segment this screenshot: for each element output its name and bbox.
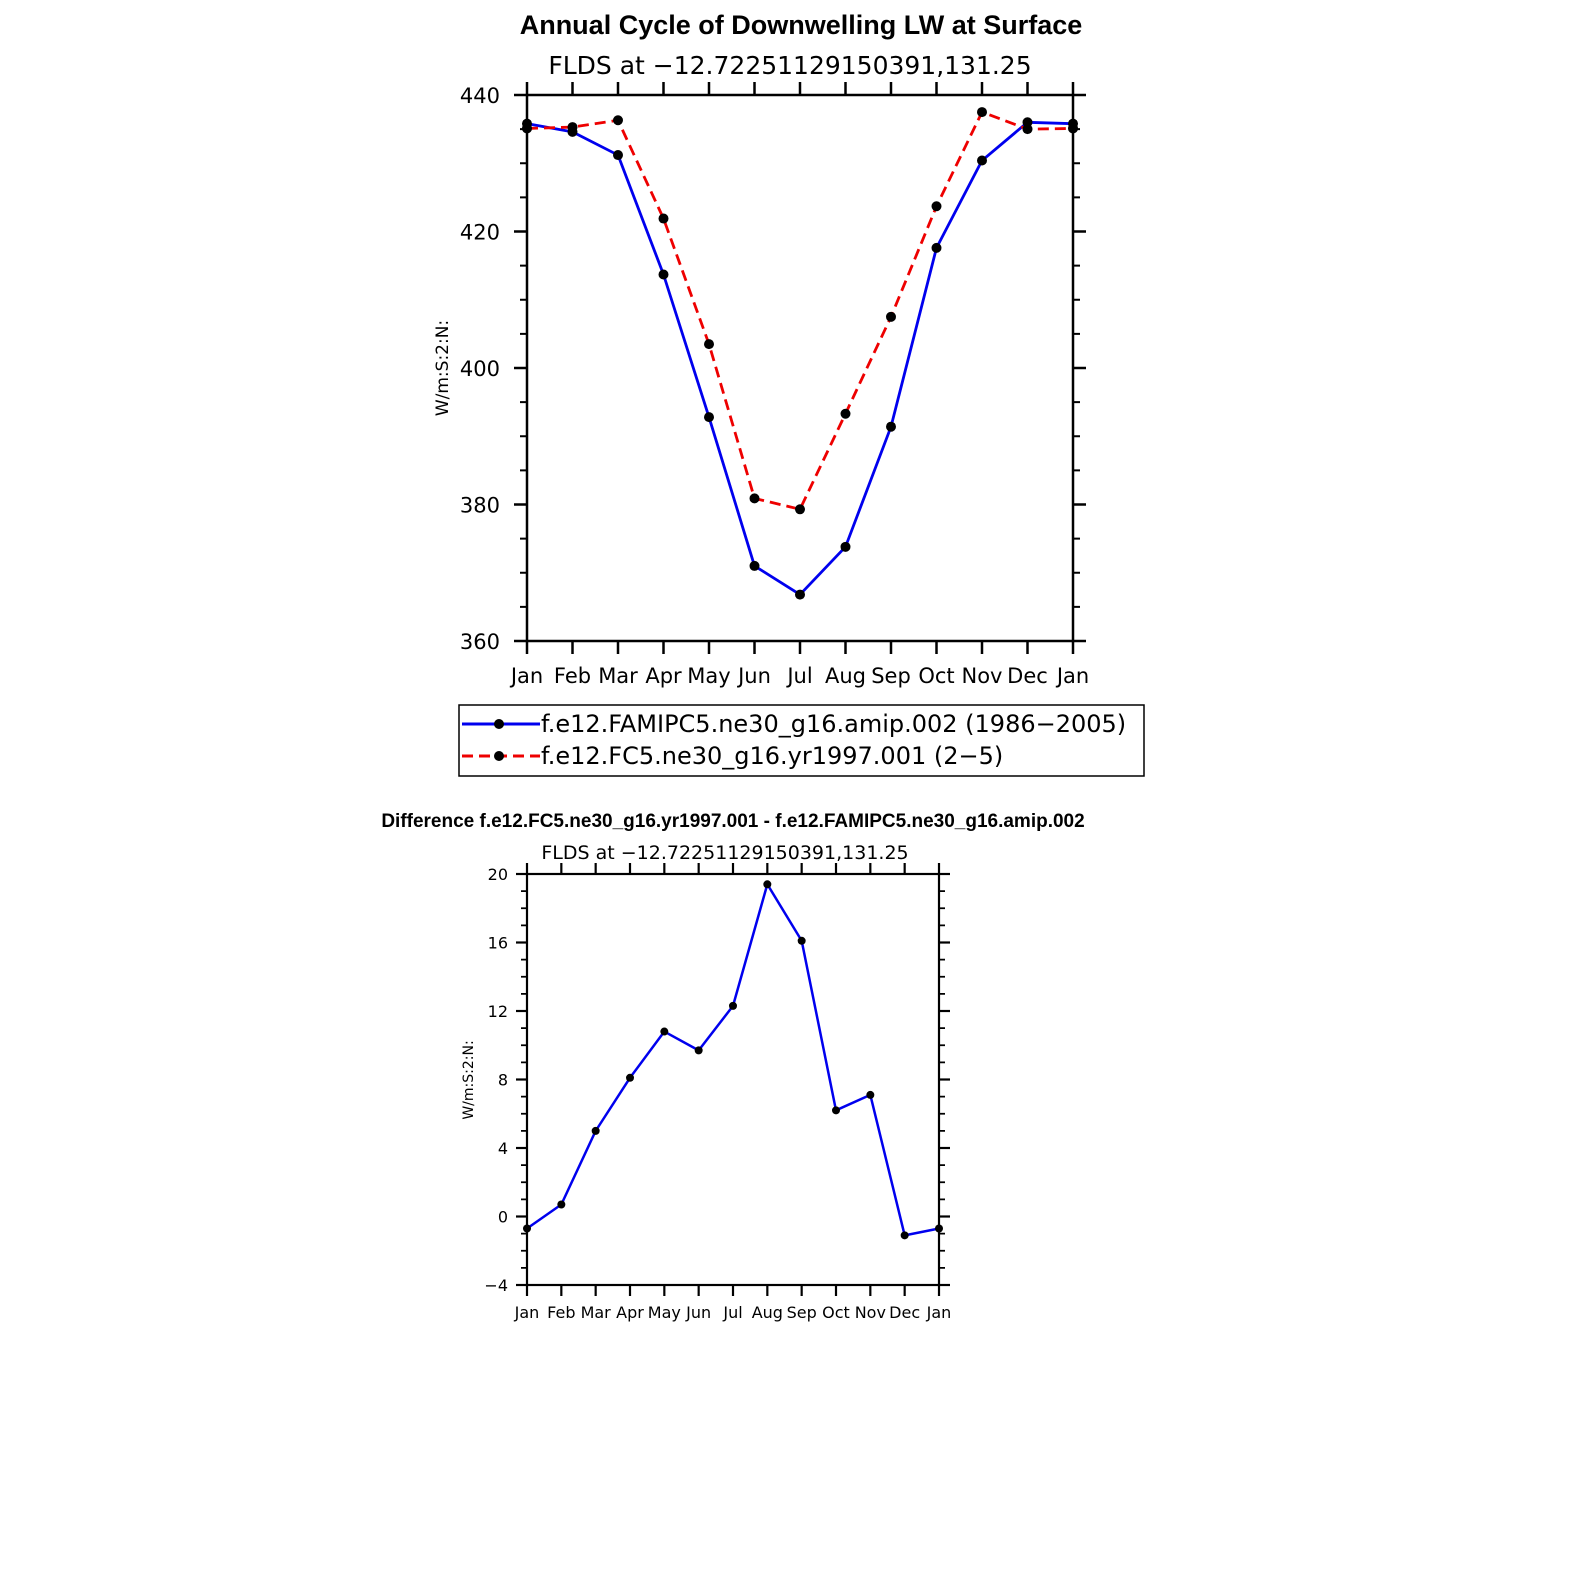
chart1-xtick-label: Apr <box>645 664 682 688</box>
chart2-xtick-label: Aug <box>752 1303 783 1322</box>
chart2-series-1-point <box>866 1090 875 1099</box>
chart1-series-2-point <box>704 339 714 350</box>
chart1-ytick-label: 380 <box>460 494 500 518</box>
chart2-series-1-point <box>729 1001 737 1010</box>
chart1-series-2-point <box>658 213 669 224</box>
chart1-series-1-point <box>613 150 623 161</box>
chart2-series-1-point <box>935 1224 943 1233</box>
chart2-xtick-label: May <box>648 1303 681 1322</box>
chart2-series-1-point <box>900 1231 909 1240</box>
chart1-xtick-label: May <box>687 664 730 688</box>
chart1-ytick-label: 420 <box>460 221 500 245</box>
chart1-series-2-point <box>1068 123 1078 134</box>
chart1-series-1-point <box>931 242 942 253</box>
chart1-xtick-label: Feb <box>554 664 591 688</box>
chart1-series-2-point <box>749 493 760 504</box>
chart1-xtick-label: Dec <box>1007 664 1048 688</box>
chart2-xtick-label: Feb <box>547 1303 575 1322</box>
chart2-xtick-label: Oct <box>822 1303 850 1322</box>
chart2-series-1-point <box>523 1224 531 1233</box>
chart2-series-1-point <box>832 1106 840 1115</box>
chart2-frame <box>525 872 941 1287</box>
legend-label-2: f.e12.FC5.ne30_g16.yr1997.001 (2−5) <box>541 742 1003 770</box>
chart1-xtick-label: Jan <box>1055 664 1089 688</box>
chart1-series-2-point <box>522 123 532 134</box>
chart2-ytick-label: 12 <box>488 1002 508 1021</box>
chart2-xtick-label: Nov <box>855 1303 886 1322</box>
chart1-ytick-label: 440 <box>460 84 500 108</box>
chart1-ylabel: W/m:S:2:N: <box>433 320 453 416</box>
chart2-xtick-label: Jan <box>926 1303 952 1322</box>
legend-label-1: f.e12.FAMIPC5.ne30_g16.amip.002 (1986−20… <box>541 710 1126 738</box>
chart2-xtick-label: Jan <box>514 1303 540 1322</box>
chart2-subtitle: FLDS at −12.72251129150391,131.25 <box>541 842 908 864</box>
chart1-frame <box>525 93 1075 643</box>
chart1-series-1-point <box>749 560 760 571</box>
chart2-ytick-label: 0 <box>498 1208 508 1227</box>
chart1-ytick-label: 400 <box>460 357 500 381</box>
chart2-xtick-label: Jul <box>722 1303 742 1322</box>
chart1-xtick-label: Oct <box>918 664 954 688</box>
chart2-series-1-line <box>526 883 940 1237</box>
chart1-series-2-point <box>613 115 623 126</box>
chart1-xtick-label: Jul <box>785 664 812 688</box>
chart2-xtick-label: Mar <box>581 1303 612 1322</box>
chart2-series-1-point <box>557 1200 566 1209</box>
chart2-series-1-point <box>626 1073 634 1082</box>
chart2-ylabel: W/m:S:2:N: <box>461 1040 477 1119</box>
chart2-ytick-label: 4 <box>498 1139 508 1158</box>
chart2-ytick-label: 16 <box>488 934 508 953</box>
chart1-legend: f.e12.FAMIPC5.ne30_g16.amip.002 (1986−20… <box>458 704 1145 777</box>
chart1-series-2-point <box>977 107 987 118</box>
chart1-series-2-line <box>526 110 1074 511</box>
chart2-xtick-label: Apr <box>616 1303 644 1322</box>
chart1-xtick-label: Mar <box>598 664 638 688</box>
chart1-ytick-label: 360 <box>460 630 500 654</box>
chart2-ytick-label: −4 <box>484 1276 508 1295</box>
chart1-xtick-label: Aug <box>825 664 866 688</box>
chart2-series-1-point <box>797 936 806 945</box>
chart2-series-1-point <box>591 1126 600 1135</box>
chart1-series-2-point <box>886 311 896 322</box>
chart1-title: Annual Cycle of Downwelling LW at Surfac… <box>520 10 1083 40</box>
chart2-ytick-label: 8 <box>498 1071 508 1090</box>
chart1-xtick-label: Sep <box>871 664 911 688</box>
chart1-series-1-point <box>840 541 851 552</box>
chart2-xtick-label: Jun <box>685 1303 711 1322</box>
chart2-ytick-label: 20 <box>488 865 508 884</box>
legend-box <box>458 704 1145 777</box>
chart2-xtick-label: Dec <box>889 1303 920 1322</box>
chart1-series-1-line <box>526 120 1074 596</box>
chart2-xtick-label: Sep <box>787 1303 817 1322</box>
chart1-series-1-point <box>886 421 896 432</box>
chart1-xtick-label: Nov <box>962 664 1003 688</box>
chart1-series-2-point <box>795 504 805 515</box>
chart2-series-1-point <box>763 880 772 889</box>
legend-marker-1 <box>494 719 504 729</box>
legend-marker-2 <box>494 751 504 761</box>
chart1-series-1-point <box>795 589 805 600</box>
chart1-series-1-point <box>658 269 669 280</box>
chart1-series-2-point <box>567 122 578 133</box>
chart1-subtitle: FLDS at −12.72251129150391,131.25 <box>548 51 1031 80</box>
chart1-xtick-label: Jan <box>509 664 543 688</box>
chart1-series-2-point <box>840 408 851 419</box>
chart2-series-1-point <box>694 1046 703 1055</box>
chart1-plot: Jan Feb Mar Apr May Jun Jul Aug Sep Oct Nov Dec Jan 3… <box>460 82 1089 688</box>
chart1-series-1-point <box>977 155 987 166</box>
chart1-xtick-label: Jun <box>736 664 771 688</box>
chart1-series-2-point <box>1022 124 1033 135</box>
chart2-plot: Jan Feb Mar Apr May Jun Jul Aug Sep Oct Nov Dec Jan−… <box>484 863 951 1322</box>
chart2-title: Difference f.e12.FC5.ne30_g16.yr1997.001… <box>381 811 1084 832</box>
chart1-series-2-point <box>931 201 942 212</box>
chart2-series-1-point <box>660 1027 669 1036</box>
chart1-series-1-point <box>704 412 714 423</box>
